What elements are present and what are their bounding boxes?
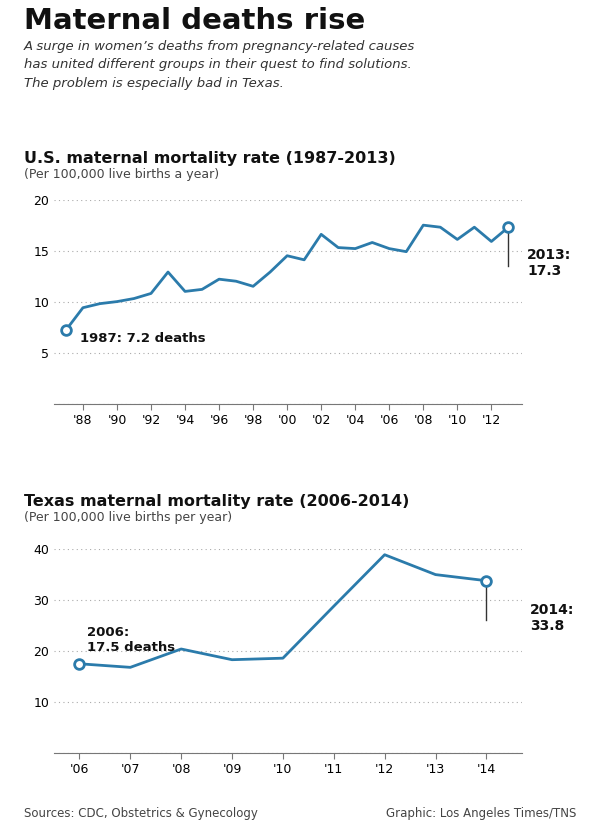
Text: Sources: CDC, Obstetrics & Gynecology: Sources: CDC, Obstetrics & Gynecology bbox=[24, 806, 258, 820]
Text: Graphic: Los Angeles Times/TNS: Graphic: Los Angeles Times/TNS bbox=[386, 806, 576, 820]
Text: (Per 100,000 live births a year): (Per 100,000 live births a year) bbox=[24, 168, 219, 181]
Text: (Per 100,000 live births per year): (Per 100,000 live births per year) bbox=[24, 511, 232, 524]
Text: 2013:
17.3: 2013: 17.3 bbox=[527, 248, 571, 278]
Text: 1987: 7.2 deaths: 1987: 7.2 deaths bbox=[80, 332, 205, 345]
Text: A surge in women’s deaths from pregnancy-related causes
has united different gro: A surge in women’s deaths from pregnancy… bbox=[24, 40, 415, 90]
Text: 2006:
17.5 deaths: 2006: 17.5 deaths bbox=[87, 626, 175, 654]
Text: U.S. maternal mortality rate (1987-2013): U.S. maternal mortality rate (1987-2013) bbox=[24, 151, 396, 166]
Text: Texas maternal mortality rate (2006-2014): Texas maternal mortality rate (2006-2014… bbox=[24, 494, 409, 509]
Text: 2014:
33.8: 2014: 33.8 bbox=[530, 603, 574, 633]
Text: Maternal deaths rise: Maternal deaths rise bbox=[24, 7, 365, 35]
